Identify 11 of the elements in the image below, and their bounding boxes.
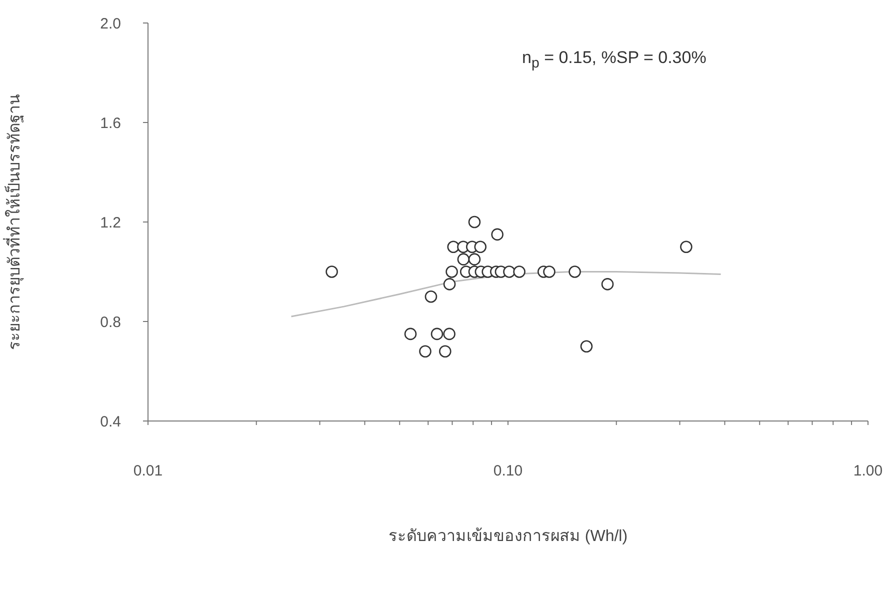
annotation: n$_{p}$ = 0.15, %SP = 0.30% [522, 48, 706, 72]
x-tick-label: 0.10 [493, 462, 523, 480]
y-tick-label: 0.8 [100, 314, 121, 331]
y-tick-label: 1.2 [100, 214, 121, 232]
x-axis-title: ระดับความเข้มของการผสม (Wh/l) [388, 527, 628, 545]
y-tick-label: 2.0 [100, 15, 121, 32]
y-tick-label: 0.4 [100, 413, 121, 430]
y-tick-label: 1.6 [100, 114, 121, 132]
x-tick-label: 0.01 [133, 462, 163, 480]
y-axis-title: ระยะการยุบตัวที่ทำให้เป็นบรรทัดฐาน [2, 94, 25, 350]
x-tick-label: 1.00 [853, 462, 883, 480]
